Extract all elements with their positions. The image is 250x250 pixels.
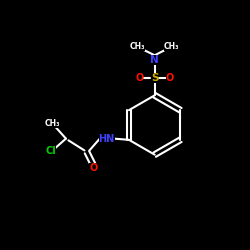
Text: O: O — [166, 72, 174, 83]
Text: HN: HN — [98, 134, 115, 143]
Text: Cl: Cl — [46, 146, 56, 156]
Text: N: N — [150, 55, 159, 65]
Text: O: O — [89, 163, 97, 173]
Text: O: O — [135, 72, 143, 83]
Text: CH₃: CH₃ — [44, 119, 60, 128]
Text: CH₃: CH₃ — [164, 42, 179, 51]
Text: CH₃: CH₃ — [130, 42, 145, 51]
Text: S: S — [151, 72, 158, 83]
